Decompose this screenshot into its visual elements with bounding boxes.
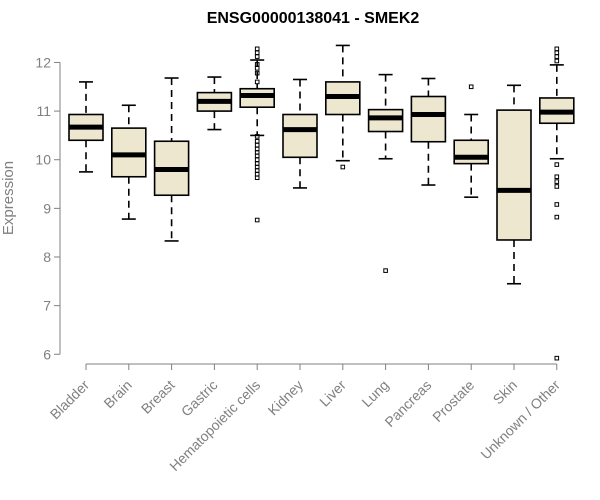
y-tick-label: 6 (43, 346, 51, 362)
y-tick-label: 10 (35, 152, 51, 168)
box-breast (153, 77, 190, 242)
iqr-box (367, 108, 404, 133)
outlier-point (554, 58, 560, 64)
outlier-point (468, 84, 474, 90)
y-axis-title: Expression (0, 161, 17, 235)
iqr-box (410, 95, 447, 143)
outlier-point (254, 217, 260, 223)
outlier-point (554, 202, 560, 207)
chart-title: ENSG00000138041 - SMEK2 (207, 10, 420, 27)
outlier-point (554, 162, 560, 167)
outlier-point (340, 164, 346, 170)
outlier-point (254, 46, 260, 52)
outlier-point (554, 184, 560, 189)
y-tick-label: 9 (43, 200, 51, 216)
outlier-point (554, 179, 560, 184)
x-tick-label: Kidney (265, 377, 307, 419)
outlier-point (254, 79, 260, 85)
outlier-point (554, 355, 560, 361)
outlier-point (554, 214, 560, 220)
outlier-point (254, 134, 260, 139)
box-hematopoietic-cells (239, 46, 275, 223)
box-skin (496, 84, 532, 285)
box-gastric (196, 76, 233, 131)
box-liver (324, 44, 361, 170)
outlier-point (254, 70, 260, 76)
box-lung (367, 73, 404, 273)
outlier-point (254, 50, 260, 56)
y-tick-label: 8 (43, 249, 51, 265)
x-tick-label: Gastric (178, 377, 221, 420)
x-tick-label: Pancreas (381, 377, 434, 430)
y-axis: 6 7 8 9 10 11 12 (35, 54, 61, 362)
outlier-point (254, 138, 260, 144)
outlier-point (254, 65, 260, 71)
x-tick-label: Brain (100, 377, 134, 411)
outlier-point (383, 268, 388, 273)
outlier-point (254, 54, 260, 59)
outlier-point (554, 46, 560, 52)
x-tick-label: Skin (490, 377, 521, 408)
iqr-box (496, 109, 532, 241)
box-bladder (68, 81, 104, 173)
x-tick-label: Unknown / Other (477, 377, 563, 463)
outlier-point (254, 142, 260, 148)
y-tick-label: 12 (35, 54, 51, 70)
x-tick-label: Prostate (429, 377, 477, 425)
x-tick-label: Liver (316, 377, 349, 410)
box-unknown-other (538, 46, 575, 361)
box-brain (111, 104, 147, 220)
plot-area (68, 44, 575, 361)
outlier-point (254, 157, 260, 163)
x-tick-label: Lung (358, 377, 391, 410)
outlier-point (254, 175, 260, 181)
x-tick-label: Breast (138, 377, 178, 417)
x-tick-label: Bladder (47, 377, 93, 423)
y-tick-label: 11 (36, 103, 51, 119)
y-tick-label: 7 (43, 298, 51, 314)
box-kidney (282, 78, 318, 189)
iqr-box (282, 113, 318, 159)
iqr-box (453, 139, 490, 165)
outlier-point (554, 174, 560, 180)
outlier-point (554, 54, 560, 59)
outlier-point (554, 50, 560, 56)
box-pancreas (410, 77, 447, 186)
box-prostate (453, 84, 490, 198)
